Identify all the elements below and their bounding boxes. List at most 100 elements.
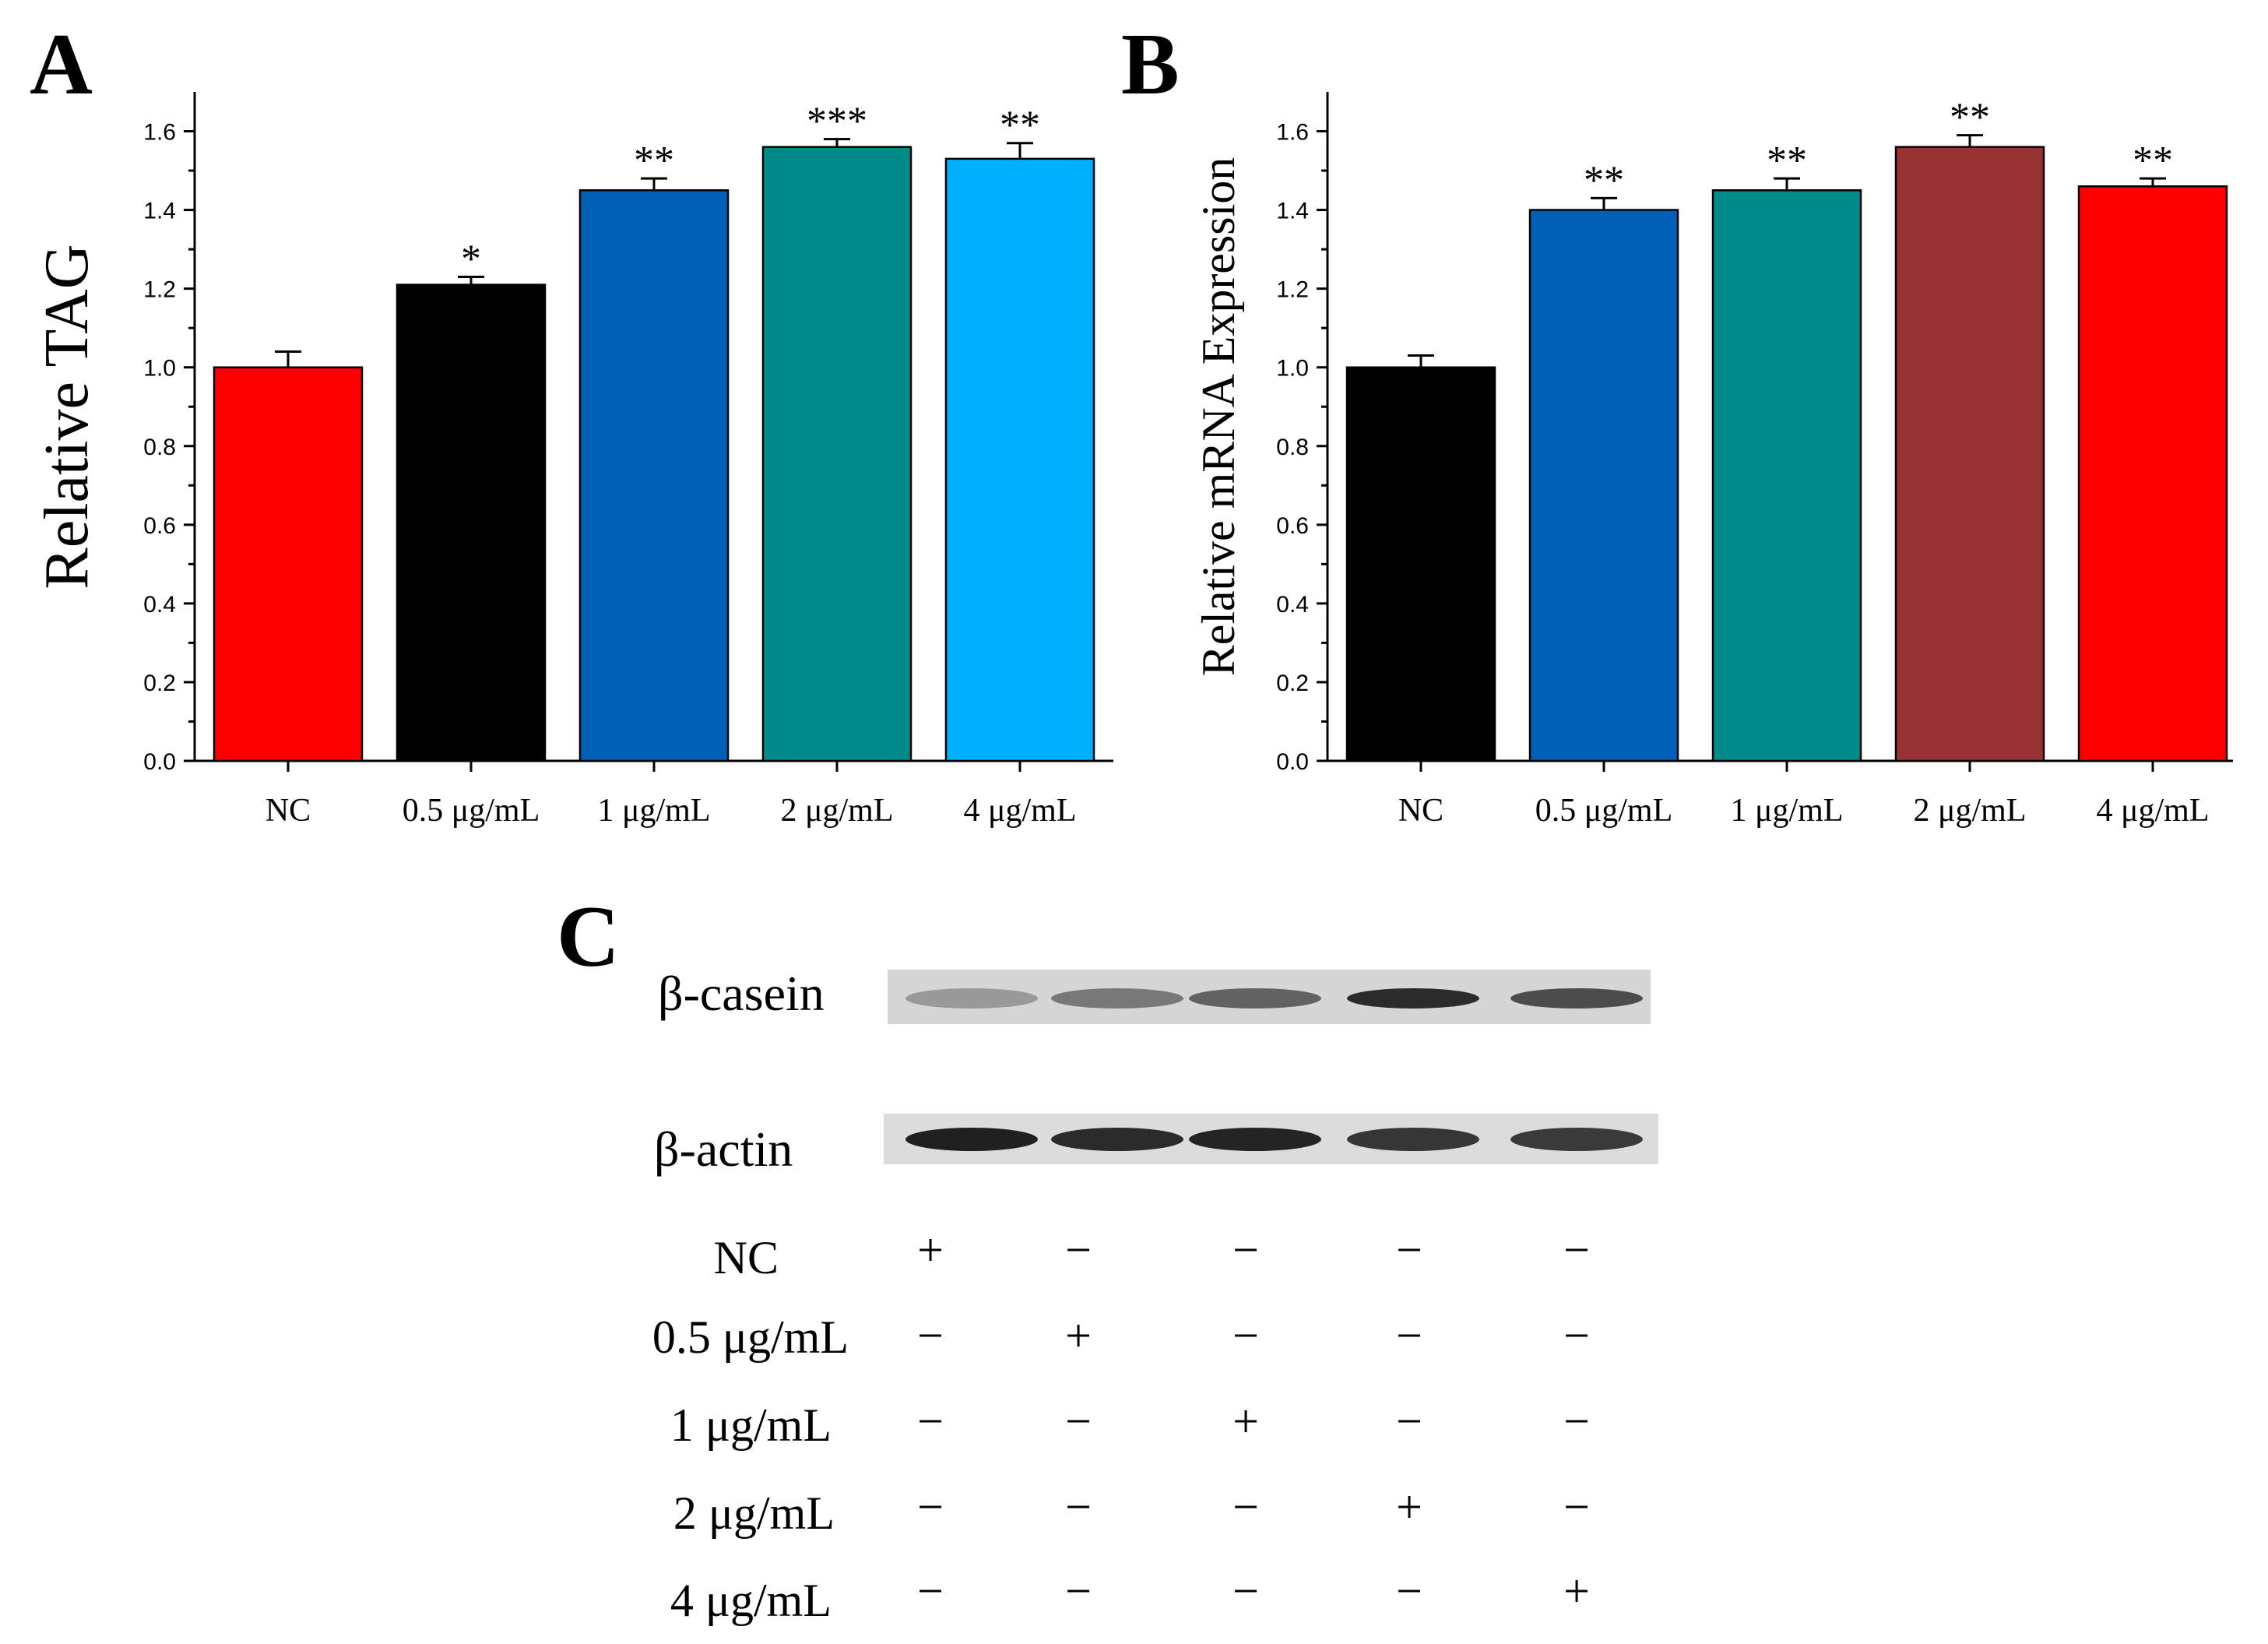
- minus-sign: −: [917, 1481, 944, 1533]
- y-tick-label: 1.2: [1276, 277, 1309, 303]
- minus-sign: −: [1232, 1565, 1259, 1617]
- x-tick-label-1-g-ml: 1 μg/mL: [597, 793, 710, 829]
- blot-band-casein: [1189, 988, 1321, 1009]
- minus-sign: −: [1065, 1224, 1092, 1276]
- y-tick-label: 1.0: [143, 356, 176, 382]
- blot-band-actin: [905, 1128, 1038, 1151]
- y-tick-label: 0.8: [1276, 435, 1309, 460]
- condition-label: 2 μg/mL: [673, 1487, 835, 1539]
- blot-label-beta-casein: β-casein: [658, 966, 825, 1021]
- minus-sign: −: [1232, 1224, 1259, 1276]
- chart-a-axes: 0.0 0.2 0.4 0.6 0.8 1.0 1.2 1.4 1.6 NC 0.5 μg/mL 1 …: [143, 92, 1113, 829]
- minus-sign: −: [1232, 1481, 1259, 1533]
- blot-band-casein: [1510, 988, 1643, 1009]
- chart-b-bars: ** ** ** **: [1345, 96, 2228, 762]
- chart-a-ylabel: Relative TAG: [33, 244, 101, 589]
- minus-sign: −: [1563, 1396, 1590, 1447]
- y-tick-label: 0.6: [143, 513, 176, 539]
- bar-4-g-ml: [944, 157, 1095, 762]
- chart-a: Relative TAG 0.0 0.2 0.4 0.6 0.8 1.0 1.2 1.4 1.6…: [33, 92, 1113, 829]
- minus-sign: −: [1563, 1224, 1590, 1276]
- minus-sign: −: [1563, 1310, 1590, 1361]
- minus-sign: −: [1396, 1565, 1422, 1617]
- condition-label: NC: [714, 1232, 779, 1283]
- minus-sign: −: [917, 1565, 944, 1617]
- x-tick-label-2-g-ml: 2 μg/mL: [1913, 793, 2026, 829]
- y-tick-label: 0.8: [143, 435, 176, 460]
- blot-band-actin: [1189, 1128, 1321, 1151]
- y-tick-label: 1.2: [143, 277, 176, 303]
- bar-2-g-ml: [761, 146, 912, 762]
- western-blot: β-casein β-actin NC 0.5 μg/mL 1 μg/mL 2 …: [652, 966, 1658, 1626]
- blot-band-actin: [1051, 1128, 1183, 1151]
- condition-label: 4 μg/mL: [670, 1575, 832, 1626]
- minus-sign: −: [917, 1310, 944, 1361]
- x-tick-label-2-g-ml: 2 μg/mL: [780, 793, 893, 829]
- blot-band-actin: [1510, 1128, 1643, 1151]
- panel-letter-a: A: [30, 16, 93, 113]
- minus-sign: −: [1563, 1481, 1590, 1533]
- blot-band-casein: [905, 988, 1038, 1009]
- y-tick-label: 0.2: [143, 671, 176, 696]
- significance-label: *: [461, 237, 481, 281]
- significance-label: **: [1584, 158, 1624, 202]
- y-tick-label: 0.2: [1276, 671, 1309, 696]
- plus-sign: +: [917, 1224, 944, 1276]
- band-row-beta-casein: [905, 988, 1643, 1009]
- blot-label-beta-actin: β-actin: [654, 1121, 793, 1177]
- blot-band-actin: [1347, 1128, 1479, 1151]
- y-tick-label: 1.4: [143, 199, 176, 224]
- x-tick-label-nc: NC: [1398, 793, 1443, 829]
- y-tick-label: 0.0: [143, 749, 176, 775]
- y-tick-label: 0.4: [1276, 592, 1309, 618]
- chart-b-ylabel: Relative mRNA Expression: [1193, 157, 1244, 677]
- significance-label: ***: [807, 100, 867, 144]
- significance-label: **: [1767, 139, 1807, 183]
- plus-sign: +: [1563, 1565, 1590, 1617]
- minus-sign: −: [1065, 1565, 1092, 1617]
- bar-1-g-ml: [1711, 189, 1862, 762]
- minus-sign: −: [1232, 1310, 1259, 1361]
- plus-sign: +: [1396, 1481, 1422, 1533]
- blot-conditions: NC 0.5 μg/mL 1 μg/mL 2 μg/mL 4 μg/mL: [652, 1232, 849, 1626]
- condition-label: 0.5 μg/mL: [652, 1311, 849, 1363]
- y-tick-label: 0.4: [143, 592, 176, 618]
- bar-2-g-ml: [1894, 146, 2045, 762]
- blot-signs: + − − − − − + − − − − − + − − − − − + − − − − − +: [917, 1224, 1590, 1617]
- bar-1-g-ml: [578, 189, 730, 762]
- bar-nc: [213, 366, 364, 762]
- chart-b-axes: 0.0 0.2 0.4 0.6 0.8 1.0 1.2 1.4 1.6 NC 0.5 μg/mL 1 …: [1276, 92, 2233, 829]
- y-tick-label: 1.4: [1276, 199, 1309, 224]
- significance-label: **: [1000, 104, 1040, 148]
- band-row-beta-actin: [905, 1128, 1643, 1151]
- bar-0-5-g-ml: [1528, 209, 1679, 762]
- chart-b: Relative mRNA Expression 0.0 0.2 0.4 0.6 0.8…: [1193, 92, 2233, 829]
- minus-sign: −: [1065, 1481, 1092, 1533]
- blot-band-casein: [1051, 988, 1183, 1009]
- x-tick-label-4-g-ml: 4 μg/mL: [2096, 793, 2209, 829]
- minus-sign: −: [1396, 1224, 1422, 1276]
- y-tick-label: 0.6: [1276, 513, 1309, 539]
- panel-letter-c: C: [557, 889, 620, 985]
- significance-label: **: [634, 139, 674, 183]
- x-tick-label-1-g-ml: 1 μg/mL: [1730, 793, 1843, 829]
- chart-a-bars: ****** **: [213, 100, 1095, 762]
- minus-sign: −: [1396, 1396, 1422, 1447]
- y-tick-label: 1.0: [1276, 356, 1309, 382]
- plus-sign: +: [1232, 1396, 1259, 1447]
- significance-label: **: [2133, 139, 2173, 183]
- minus-sign: −: [917, 1396, 944, 1447]
- bar-nc: [1345, 366, 1496, 762]
- bar-0-5-g-ml: [396, 283, 547, 762]
- x-tick-label-4-g-ml: 4 μg/mL: [963, 793, 1076, 829]
- y-tick-label: 1.6: [143, 120, 176, 146]
- blot-band-casein: [1347, 988, 1479, 1009]
- condition-label: 1 μg/mL: [670, 1399, 832, 1451]
- bar-4-g-ml: [2077, 185, 2228, 762]
- plus-sign: +: [1065, 1310, 1092, 1361]
- y-tick-label: 1.6: [1276, 120, 1309, 146]
- minus-sign: −: [1065, 1396, 1092, 1447]
- significance-label: **: [1950, 96, 1990, 140]
- minus-sign: −: [1396, 1310, 1422, 1361]
